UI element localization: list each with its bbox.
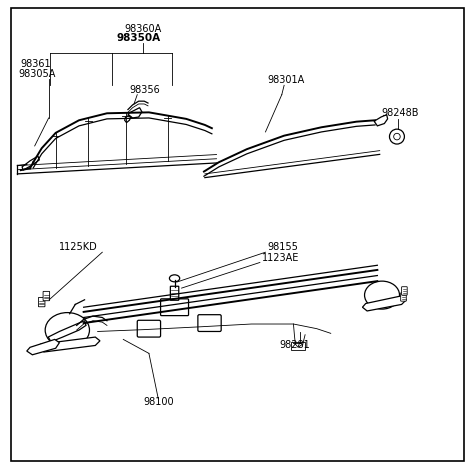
Text: 98350A: 98350A — [116, 33, 160, 43]
FancyBboxPatch shape — [43, 291, 49, 301]
Polygon shape — [362, 296, 406, 311]
FancyBboxPatch shape — [198, 315, 221, 332]
Ellipse shape — [45, 313, 89, 348]
Text: 98301A: 98301A — [268, 76, 305, 85]
Text: 98356: 98356 — [129, 84, 160, 95]
Circle shape — [394, 133, 400, 140]
Text: 98155: 98155 — [268, 242, 299, 252]
Polygon shape — [128, 108, 142, 118]
Text: 98248B: 98248B — [381, 108, 418, 118]
Text: 98305A: 98305A — [19, 69, 56, 79]
Ellipse shape — [170, 275, 180, 282]
Bar — [291, 342, 304, 350]
Text: 1123AE: 1123AE — [262, 253, 300, 264]
Polygon shape — [22, 156, 39, 170]
FancyBboxPatch shape — [137, 320, 161, 337]
Polygon shape — [124, 116, 131, 122]
FancyBboxPatch shape — [401, 293, 406, 301]
Polygon shape — [38, 337, 100, 352]
Text: 98100: 98100 — [143, 397, 174, 407]
FancyBboxPatch shape — [401, 287, 407, 295]
Circle shape — [390, 129, 404, 144]
Ellipse shape — [364, 281, 399, 309]
Text: 98281: 98281 — [279, 340, 310, 350]
FancyBboxPatch shape — [161, 299, 189, 316]
FancyBboxPatch shape — [171, 286, 179, 300]
Polygon shape — [48, 321, 86, 342]
Text: 98360A: 98360A — [125, 24, 162, 34]
Polygon shape — [374, 115, 388, 126]
Text: 98361: 98361 — [21, 59, 51, 69]
Polygon shape — [27, 340, 59, 355]
Text: 1125KD: 1125KD — [59, 242, 98, 252]
FancyBboxPatch shape — [38, 297, 45, 307]
